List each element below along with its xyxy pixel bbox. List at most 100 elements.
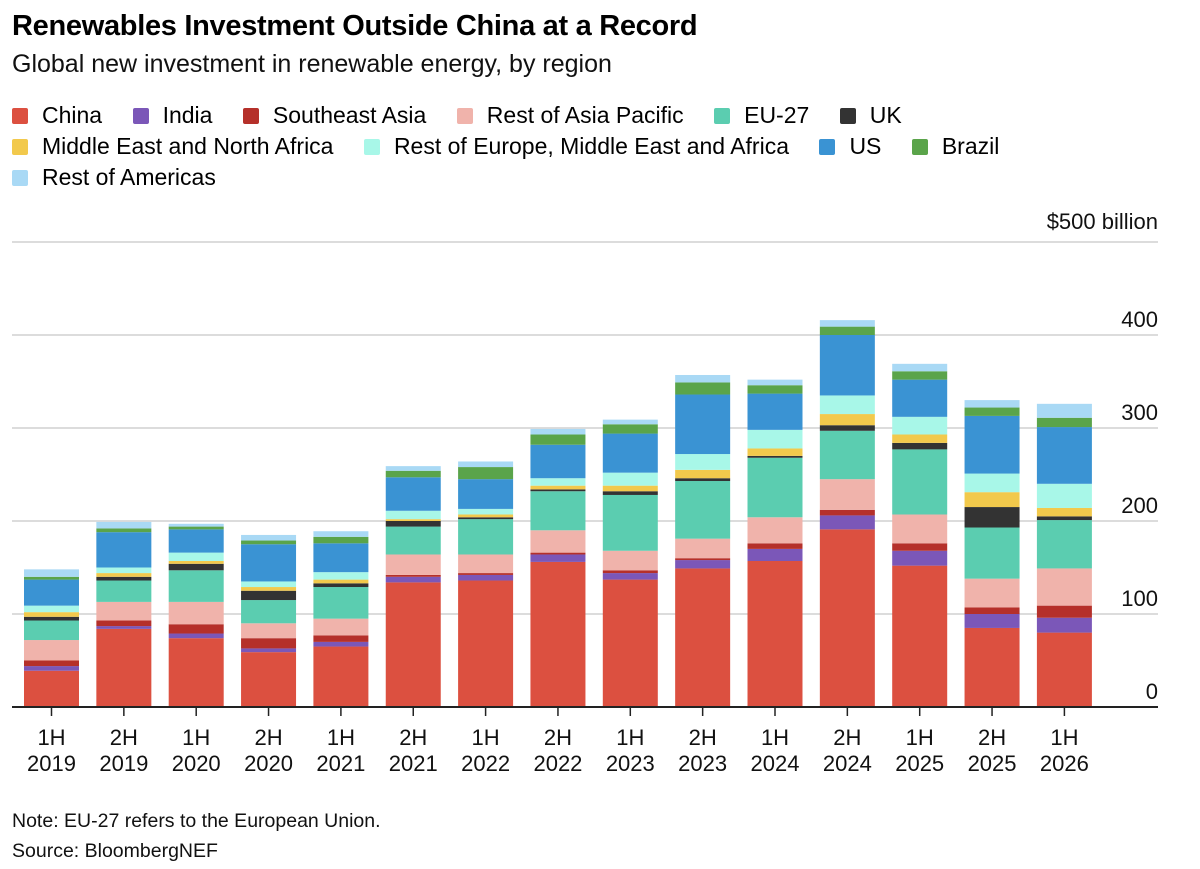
- bar-segment: [96, 528, 152, 533]
- bar-segment: [602, 472, 658, 486]
- x-tick-label: 2022: [533, 751, 582, 776]
- bar-segment: [602, 550, 658, 571]
- x-tick-label: 1H: [616, 725, 644, 750]
- legend-label: Middle East and North Africa: [42, 133, 334, 159]
- legend-item-rest-of-asia-pacific: Rest of Asia Pacific: [456, 100, 684, 131]
- bar-segment: [385, 574, 441, 577]
- bar-segment: [675, 478, 731, 482]
- x-tick-label: 2019: [27, 751, 76, 776]
- legend-swatch: [911, 139, 928, 155]
- legend-item-brazil: Brazil: [911, 131, 1000, 162]
- bar-segment: [1036, 568, 1092, 606]
- legend-swatch: [242, 108, 259, 124]
- bar-segment: [385, 470, 441, 478]
- legend-row: Rest of Americas: [12, 162, 1192, 193]
- bar-segment: [530, 489, 586, 492]
- bar-segment: [747, 379, 803, 386]
- legend-swatch: [12, 108, 28, 124]
- x-tick-label: 1H: [472, 725, 500, 750]
- bar-segment: [168, 523, 224, 527]
- bar-segment: [241, 534, 297, 541]
- bar-segment: [530, 554, 586, 562]
- legend-label: China: [42, 102, 103, 128]
- legend-label: Brazil: [941, 133, 1000, 159]
- bar-segment: [385, 466, 441, 471]
- bar-segment: [530, 530, 586, 553]
- bar-segment: [24, 670, 79, 707]
- legend-item-mena: Middle East and North Africa: [12, 131, 333, 162]
- x-tick-label: 2023: [678, 751, 727, 776]
- legend-label: Southeast Asia: [272, 102, 427, 128]
- bar-segment: [964, 614, 1020, 628]
- bar-segment: [602, 433, 658, 473]
- bar-segment: [458, 461, 514, 468]
- bar-segment: [530, 485, 586, 490]
- bar-segment: [24, 660, 79, 667]
- bar-segment: [313, 635, 369, 642]
- x-tick-label: 2H: [689, 725, 717, 750]
- bar-segment: [602, 494, 658, 551]
- bar-segment: [964, 578, 1020, 608]
- bar-segment: [313, 579, 369, 584]
- bar-segment: [313, 583, 369, 588]
- bar-segment: [24, 612, 79, 617]
- bar-segment: [458, 554, 514, 574]
- bar-segment: [892, 416, 948, 435]
- bar-segment: [964, 492, 1020, 508]
- y-axis-unit-label: $500 billion: [1047, 209, 1158, 234]
- bar-segment: [96, 626, 152, 629]
- x-tick-label: 1H: [906, 725, 934, 750]
- bar-segment: [168, 570, 224, 602]
- bar-segment: [747, 517, 803, 544]
- legend-item-uk: UK: [839, 100, 902, 131]
- bar-segment: [747, 543, 803, 549]
- bar-segment: [747, 393, 803, 430]
- legend-item-us: US: [819, 131, 881, 162]
- bar-segment: [24, 569, 79, 577]
- bar-segment: [385, 477, 441, 511]
- legend-swatch: [714, 108, 731, 124]
- x-tick-label: 2020: [244, 751, 293, 776]
- bar-segment: [168, 552, 224, 561]
- bar-segment: [964, 407, 1020, 416]
- bar-segment: [530, 444, 586, 479]
- bar-segment: [241, 540, 297, 545]
- legend-item-china: China: [12, 100, 102, 131]
- x-tick-label: 1H: [327, 725, 355, 750]
- bar-segment: [385, 526, 441, 555]
- bar-segment: [530, 478, 586, 486]
- legend-swatch: [839, 108, 856, 124]
- bar-segment: [819, 529, 875, 707]
- bar-segment: [675, 481, 731, 539]
- legend-label: US: [849, 133, 882, 159]
- bar-segment: [964, 607, 1020, 614]
- bar-segment: [964, 400, 1020, 408]
- x-tick-label: 2024: [751, 751, 800, 776]
- bar-segment: [168, 633, 224, 639]
- bar-segment: [747, 448, 803, 456]
- legend-row: Middle East and North Africa Rest of Eur…: [12, 131, 1192, 162]
- bar-segment: [675, 454, 731, 470]
- bar-segment: [313, 572, 369, 580]
- bar-segment: [24, 616, 79, 621]
- bar-segment: [892, 565, 948, 707]
- bar-segment: [241, 587, 297, 591]
- legend-item-rest-of-emea: Rest of Europe, Middle East and Africa: [363, 131, 789, 162]
- bar-segment: [1036, 617, 1092, 633]
- bar-segment: [675, 538, 731, 559]
- bar-segment: [96, 601, 152, 621]
- bar-segment: [1036, 427, 1092, 484]
- legend-swatch: [819, 139, 836, 155]
- bar-segment: [241, 638, 297, 649]
- bar-segment: [1036, 516, 1092, 521]
- bar-segment: [675, 560, 731, 569]
- bar-segment: [892, 449, 948, 515]
- bar-segment: [530, 561, 586, 707]
- bar-segment: [819, 515, 875, 530]
- x-tick-label: 2H: [110, 725, 138, 750]
- bar-segment: [168, 601, 224, 625]
- bar-segment: [24, 666, 79, 671]
- bar-segment: [602, 485, 658, 492]
- x-tick-label: 2025: [968, 751, 1017, 776]
- bar-segment: [458, 479, 514, 509]
